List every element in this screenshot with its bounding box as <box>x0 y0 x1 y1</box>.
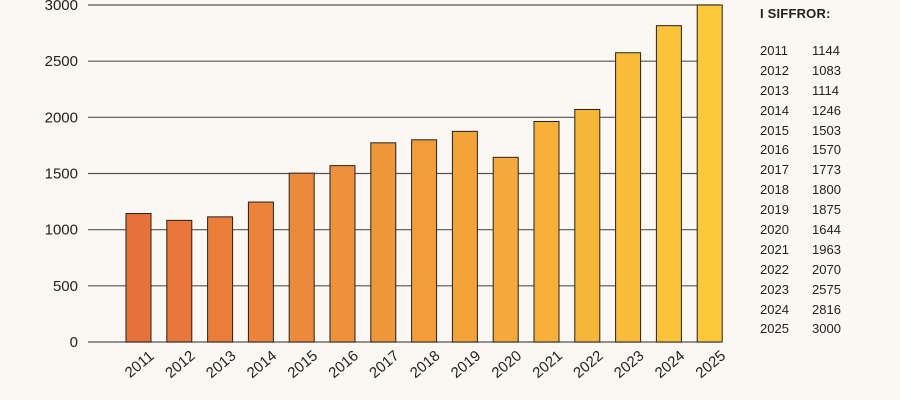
x-tick-label-2017: 2017 <box>366 347 402 381</box>
figures-row-year: 2025 <box>760 321 789 337</box>
y-tick-label-2500: 2500 <box>45 53 78 70</box>
bar-2011 <box>125 212 152 343</box>
x-tick-label-2019: 2019 <box>448 347 484 381</box>
figures-row-2019: 2019 1875 <box>760 200 890 220</box>
x-tick-label-2016: 2016 <box>325 347 361 381</box>
figures-row-value: 1144 <box>812 43 840 58</box>
bar-2016 <box>329 165 356 343</box>
figures-row-2023: 2023 2575 <box>760 280 890 300</box>
figures-row-2014: 2014 1246 <box>760 101 890 121</box>
x-tick-label-2018: 2018 <box>407 347 443 381</box>
figures-row-value: 3000 <box>812 321 841 337</box>
y-tick-label-3000: 3000 <box>45 0 78 14</box>
bar-2018 <box>411 139 438 343</box>
bar-2019 <box>451 130 478 343</box>
figures-table: I SIFFROR: 2011 1144 2012 1083 2013 1114 2014 1… <box>760 6 890 339</box>
figures-row-value: 1570 <box>812 142 841 158</box>
figures-row-year: 2016 <box>760 142 789 158</box>
bar-2013 <box>207 216 234 343</box>
bar-2012 <box>166 219 193 343</box>
figures-row-value: 1963 <box>812 241 841 257</box>
figures-row-value: 1644 <box>812 222 841 238</box>
figures-row-2018: 2018 1800 <box>760 180 890 200</box>
x-tick-label-2023: 2023 <box>611 347 647 381</box>
bar-2015 <box>288 172 315 343</box>
y-tick-label-1000: 1000 <box>45 222 78 239</box>
bar-2020 <box>492 156 519 343</box>
figures-row-2024: 2024 2816 <box>760 300 890 320</box>
figures-row-value: 1875 <box>812 202 841 218</box>
y-axis-ticks: 0 500 1000 1500 2000 2500 3000 <box>45 0 78 351</box>
x-tick-label-2014: 2014 <box>244 347 280 381</box>
figures-table-title: I SIFFROR: <box>760 6 831 21</box>
figures-row-year: 2017 <box>760 162 789 178</box>
figures-row-value: 1773 <box>812 162 841 178</box>
figures-row-2025: 2025 3000 <box>760 319 890 339</box>
figures-row-year: 2011 <box>760 43 788 58</box>
figures-row-value: 1114 <box>812 82 839 98</box>
x-tick-label-2011: 2011 <box>122 348 158 382</box>
figures-row-value: 2070 <box>812 261 841 277</box>
bar-2022 <box>574 108 601 343</box>
figures-row-year: 2020 <box>760 222 789 238</box>
bars <box>125 4 723 343</box>
figures-row-2011: 2011 1144 <box>760 41 890 61</box>
figures-row-2017: 2017 1773 <box>760 160 890 180</box>
x-tick-label-2013: 2013 <box>203 347 239 381</box>
figures-row-year: 2022 <box>760 261 789 277</box>
x-tick-label-2022: 2022 <box>570 347 606 381</box>
figures-row-year: 2024 <box>760 301 789 317</box>
y-tick-label-500: 500 <box>53 278 78 295</box>
bar-2025 <box>696 4 723 343</box>
y-tick-label-0: 0 <box>70 334 78 351</box>
figures-row-year: 2012 <box>760 62 789 78</box>
figures-row-2015: 2015 1503 <box>760 121 890 141</box>
figures-row-value: 2575 <box>812 281 841 297</box>
bar-2023 <box>615 52 642 343</box>
y-tick-label-2000: 2000 <box>45 109 78 126</box>
x-tick-label-2020: 2020 <box>489 347 525 381</box>
figures-row-year: 2014 <box>760 102 789 118</box>
bar-2021 <box>533 120 560 343</box>
x-tick-label-2024: 2024 <box>652 347 688 381</box>
figures-row-year: 2018 <box>760 182 789 198</box>
figures-row-year: 2023 <box>760 281 789 297</box>
x-tick-label-2015: 2015 <box>285 347 321 381</box>
bar-2014 <box>247 201 274 343</box>
figures-table-rows: 2011 1144 2012 1083 2013 1114 2014 1246 2015 1503… <box>760 41 890 339</box>
figures-row-year: 2021 <box>760 241 789 257</box>
figures-row-2016: 2016 1570 <box>760 140 890 160</box>
x-tick-label-2012: 2012 <box>162 347 198 381</box>
y-tick-label-1500: 1500 <box>45 166 78 183</box>
bar-2017 <box>370 142 397 343</box>
figures-row-value: 1800 <box>812 182 841 198</box>
figures-row-value: 1503 <box>812 122 841 138</box>
figures-row-value: 1083 <box>812 62 841 78</box>
x-axis-ticks: 2011 2012 2013 2014 2015 2016 2017 2018 2019 2020… <box>122 347 729 381</box>
figures-row-2022: 2022 2070 <box>760 260 890 280</box>
bar-2024 <box>655 25 682 343</box>
figures-row-year: 2013 <box>760 82 789 98</box>
figures-row-year: 2019 <box>760 202 789 218</box>
figures-row-value: 2816 <box>812 301 841 317</box>
grid-lines <box>88 4 720 343</box>
figures-row-2021: 2021 1963 <box>760 240 890 260</box>
figures-row-value: 1246 <box>812 102 841 118</box>
figures-row-2020: 2020 1644 <box>760 220 890 240</box>
figures-row-year: 2015 <box>760 122 789 138</box>
x-tick-label-2025: 2025 <box>693 347 729 381</box>
figures-row-2012: 2012 1083 <box>760 61 890 81</box>
x-tick-label-2021: 2021 <box>529 347 565 381</box>
figures-row-2013: 2013 1114 <box>760 81 890 101</box>
